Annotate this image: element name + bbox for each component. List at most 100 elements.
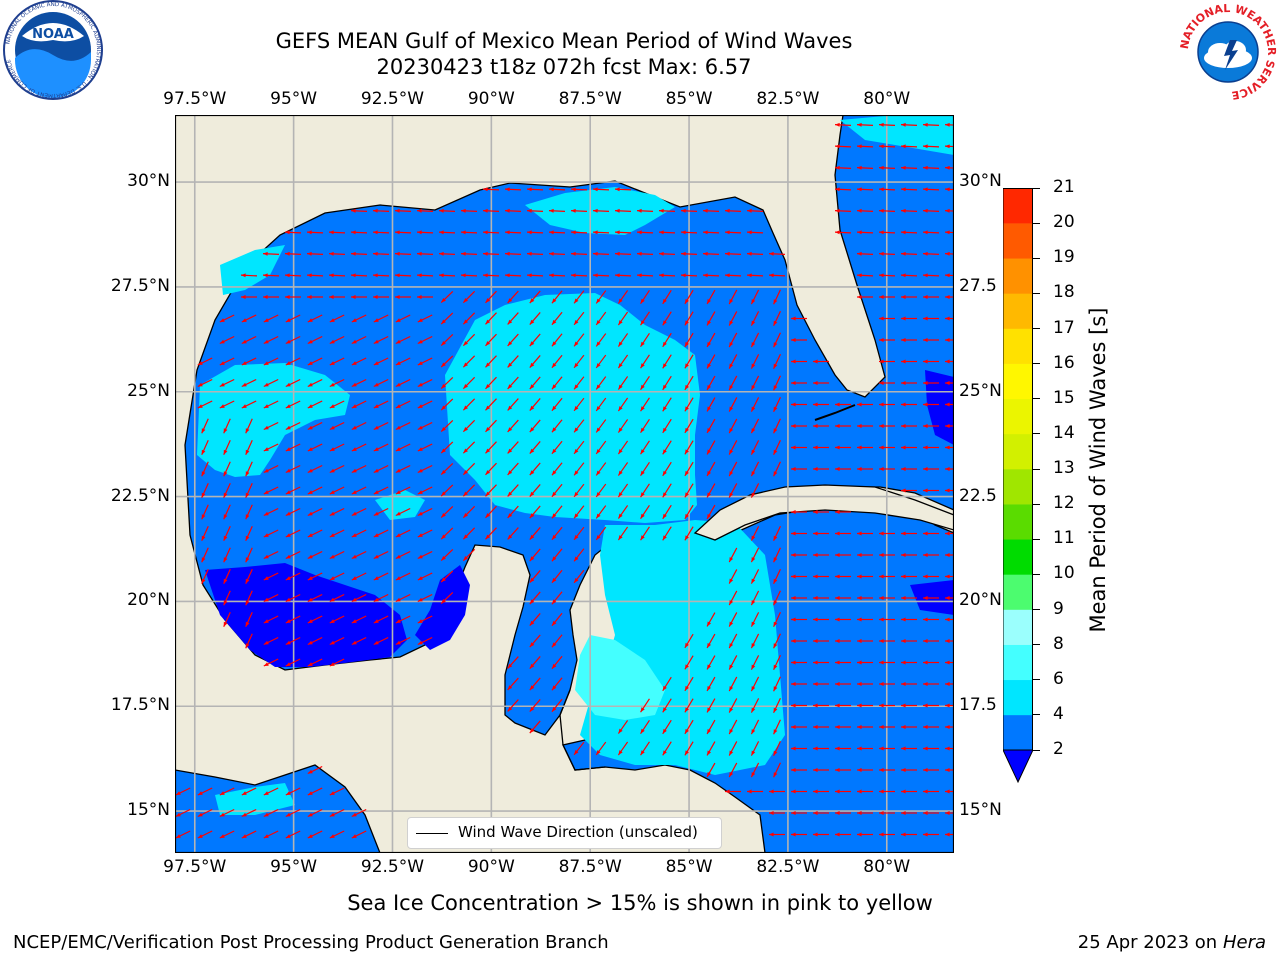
footer-date-text: 25 Apr 2023 on <box>1077 932 1223 953</box>
wave-direction-arrow <box>285 593 301 603</box>
wave-direction-arrow <box>791 832 807 837</box>
wave-direction-arrow <box>482 208 500 213</box>
colorbar-tick-mark <box>1033 292 1040 294</box>
colorbar-swatches <box>1002 188 1034 784</box>
wave-direction-arrow <box>245 590 253 606</box>
wave-direction-arrow <box>835 531 851 536</box>
wave-direction-arrow <box>223 461 231 477</box>
wave-direction-arrow <box>813 467 829 471</box>
wave-direction-arrow <box>573 333 585 347</box>
wave-direction-arrow <box>879 596 895 600</box>
wave-direction-arrow <box>662 354 672 369</box>
wave-direction-arrow <box>592 187 610 192</box>
wave-direction-arrow <box>857 467 873 471</box>
colorbar-tick-mark <box>1033 679 1040 681</box>
wave-direction-arrow <box>750 612 760 627</box>
wave-direction-arrow <box>684 719 694 735</box>
wave-direction-arrow <box>750 741 760 756</box>
wave-direction-arrow <box>791 445 807 450</box>
wave-direction-arrow <box>879 531 895 536</box>
wave-direction-arrow <box>372 230 390 235</box>
wave-direction-arrow <box>285 658 301 667</box>
lon-tick-top: 97.5°W <box>163 89 227 109</box>
wave-direction-arrow <box>262 273 280 278</box>
wave-direction-arrow <box>245 461 253 477</box>
wave-direction-arrow <box>773 547 781 563</box>
wave-direction-arrow <box>570 251 588 256</box>
wave-direction-arrow <box>526 273 544 278</box>
wave-direction-arrow <box>351 830 367 839</box>
wave-direction-arrow <box>440 463 454 475</box>
wave-direction-arrow <box>285 295 301 299</box>
wave-direction-arrow <box>219 400 235 409</box>
wave-direction-arrow <box>329 593 345 603</box>
wave-direction-arrow <box>551 655 563 670</box>
wave-direction-arrow <box>702 251 720 256</box>
wave-direction-arrow <box>551 333 563 347</box>
wave-direction-arrow <box>462 290 476 304</box>
colorbar-swatch <box>1003 609 1033 645</box>
wave-direction-arrow <box>702 230 720 235</box>
wave-direction-arrow <box>922 122 940 127</box>
wave-direction-arrow <box>617 354 629 369</box>
wave-direction-arrow <box>504 187 522 192</box>
wave-direction-arrow <box>526 230 544 235</box>
colorbar-tick-mark <box>1033 644 1040 646</box>
wave-direction-arrow <box>245 568 253 585</box>
wave-direction-arrow <box>373 550 389 560</box>
wave-direction-arrow <box>417 295 433 299</box>
colorbar-tick-label: 19 <box>1053 247 1075 268</box>
wave-direction-arrow <box>684 440 694 455</box>
wave-direction-arrow <box>617 397 629 412</box>
wave-direction-arrow <box>485 355 497 368</box>
wave-direction-arrow <box>750 311 760 326</box>
wave-direction-arrow <box>595 333 607 347</box>
wave-direction-arrow <box>684 375 694 391</box>
wave-direction-arrow <box>263 400 279 409</box>
lon-tick-top: 82.5°W <box>756 89 820 109</box>
wave-direction-arrow <box>813 574 829 579</box>
wave-direction-arrow <box>440 592 454 604</box>
wave-direction-arrow <box>834 187 852 192</box>
wave-direction-arrow <box>507 441 519 454</box>
wave-direction-arrow <box>923 359 939 364</box>
wave-direction-arrow <box>773 311 781 326</box>
wave-direction-arrow <box>395 295 411 299</box>
wave-direction-arrow <box>526 187 544 192</box>
wave-direction-arrow <box>813 531 829 536</box>
wave-direction-arrow <box>329 636 345 646</box>
lon-tick-top: 95°W <box>270 89 318 109</box>
wave-direction-arrow <box>307 443 323 452</box>
wave-direction-arrow <box>791 531 807 536</box>
wave-direction-arrow <box>773 354 781 369</box>
footer-credit: NCEP/EMC/Verification Post Processing Pr… <box>13 932 609 953</box>
wave-direction-arrow <box>614 251 632 256</box>
colorbar-swatch <box>1003 574 1033 610</box>
wave-direction-arrow <box>857 811 873 815</box>
wave-direction-arrow <box>245 633 253 649</box>
wave-direction-arrow <box>879 553 895 557</box>
wave-direction-arrow <box>529 677 541 691</box>
wave-direction-arrow <box>529 720 541 734</box>
wave-direction-arrow <box>617 290 629 304</box>
wave-direction-arrow <box>835 639 851 643</box>
wave-direction-arrow <box>285 830 301 839</box>
wave-direction-arrow <box>857 660 873 665</box>
wave-direction-arrow <box>570 273 588 278</box>
wave-direction-arrow <box>307 464 323 474</box>
wave-direction-arrow <box>750 461 760 477</box>
wave-direction-arrow <box>440 484 454 497</box>
wave-direction-arrow <box>923 316 939 321</box>
wave-direction-arrow <box>728 440 738 455</box>
map-subtitle: 20230423 t18z 072h fcst Max: 6.57 <box>376 55 752 79</box>
wave-direction-arrow <box>857 725 873 729</box>
wave-direction-arrow <box>306 251 324 256</box>
wave-direction-arrow <box>241 295 257 299</box>
wave-direction-arrow <box>773 332 781 348</box>
wave-direction-arrow <box>724 273 742 278</box>
wave-direction-arrow <box>201 525 209 542</box>
wave-direction-arrow <box>462 527 476 540</box>
colorbar-tick-label: 17 <box>1053 317 1075 338</box>
wave-direction-arrow <box>262 251 280 256</box>
wave-direction-arrow <box>901 725 917 729</box>
